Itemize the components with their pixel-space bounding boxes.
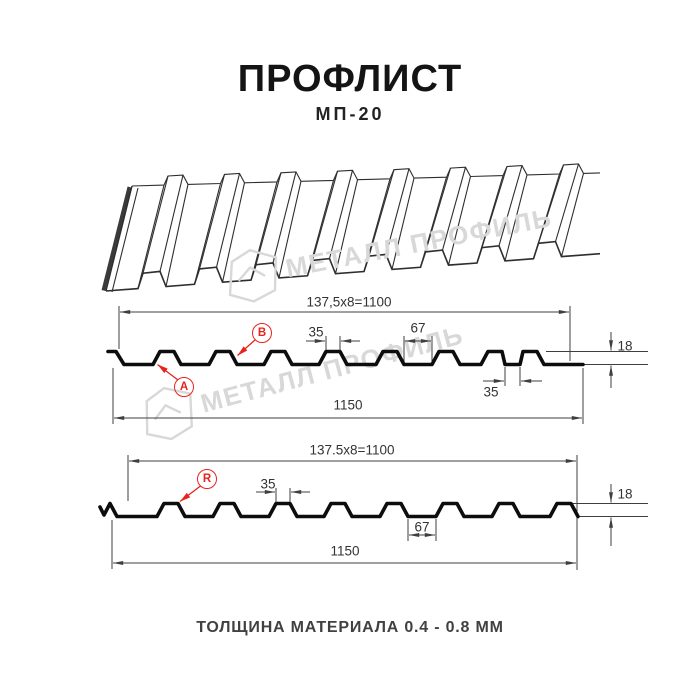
profile-bottom-dimensions	[111, 455, 648, 570]
side-label-b: B	[252, 323, 272, 343]
dim-groove-width-top: 35	[483, 384, 499, 400]
profile-top-outline	[106, 349, 585, 367]
page-title: ПРОФЛИСТ	[237, 58, 463, 100]
dim-valley-width-top: 67	[410, 320, 426, 336]
brand-logo-icon	[228, 248, 277, 303]
leader-a	[157, 363, 179, 381]
profile-bottom-outline	[98, 501, 580, 519]
material-thickness-note: ТОЛЩИНА МАТЕРИАЛА 0.4 - 0.8 ММ	[196, 619, 504, 636]
dim-height-top: 18	[617, 338, 633, 354]
sheet-3d-drawing	[101, 163, 601, 293]
leader-b	[237, 339, 256, 356]
profile-top-dimensions	[112, 306, 648, 424]
dim-module-width-bottom: 137.5x8=1100	[309, 442, 395, 458]
dim-overall-width-top: 1150	[333, 397, 363, 413]
dim-valley-width-bottom: 67	[414, 519, 430, 535]
dim-crest-width-top: 35	[308, 324, 324, 340]
dim-overall-width-bottom: 1150	[330, 543, 360, 559]
watermark-text: МЕТАЛЛ ПРОФИЛЬ	[197, 320, 466, 419]
profile-bottom-leaders	[179, 485, 201, 503]
dim-module-width-top: 137,5x8=1100	[306, 294, 392, 310]
page-subtitle: МП-20	[315, 104, 385, 124]
side-label-r: R	[197, 469, 217, 489]
dim-crest-width-bottom: 35	[260, 476, 276, 492]
dim-height-bottom: 18	[617, 486, 633, 502]
leader-r	[179, 485, 201, 503]
side-label-a: A	[174, 377, 194, 397]
profile-top-leaders	[157, 339, 256, 381]
